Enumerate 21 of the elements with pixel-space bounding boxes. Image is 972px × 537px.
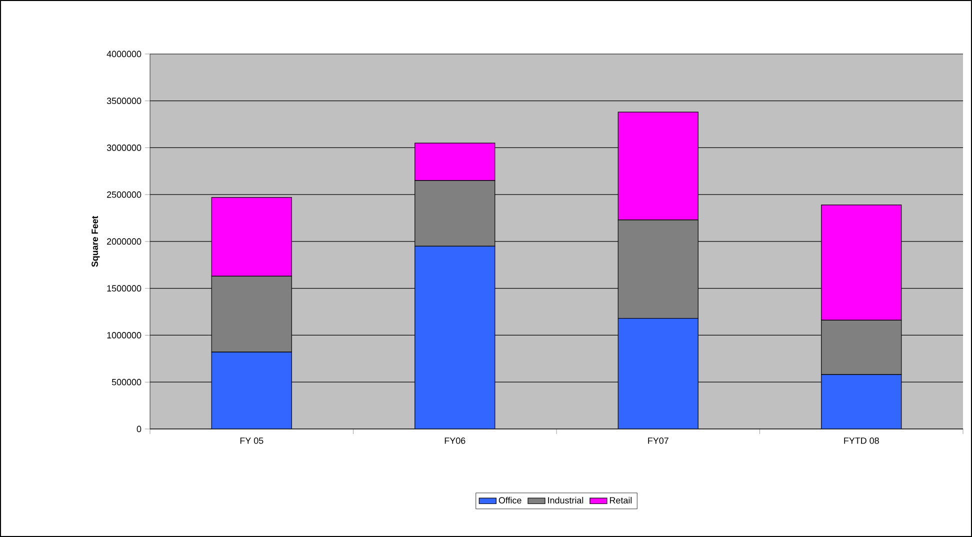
y-tick-label: 2000000 [107,238,142,245]
legend-label: Office [498,496,522,504]
x-tick-label: FY07 [648,438,668,444]
x-tick-label: FY 05 [240,438,264,444]
y-tick-label: 1000000 [107,332,142,338]
y-tick-label: 0 [136,426,142,432]
y-tick-label: 500000 [112,378,142,386]
legend-label: Industrial [548,496,584,504]
y-tick-label: 2500000 [107,191,142,198]
legend-label: Retail [610,496,632,504]
bar [414,246,496,429]
y-axis-title: Square Feet [92,216,100,267]
bar [211,352,292,429]
y-tick-label: 1500000 [107,285,142,292]
y-tick-label: 3500000 [106,98,142,104]
y-tick-label: 3000000 [106,144,142,151]
bar [821,374,902,429]
x-tick-label: FYTD 08 [844,438,879,444]
y-tick-label: 4000000 [106,50,142,58]
x-tick-label: FY06 [444,438,466,444]
bar [618,318,698,429]
